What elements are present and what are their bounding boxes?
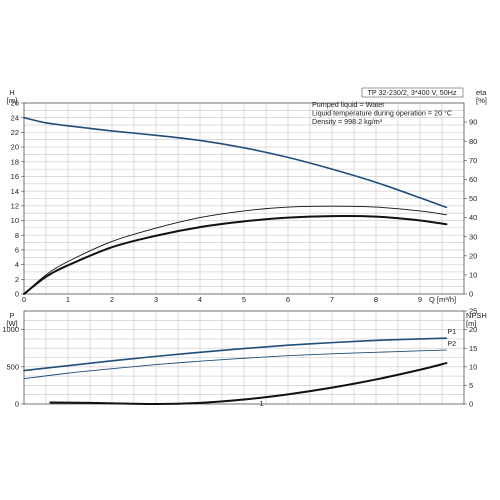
x-tick-label: 0 <box>22 295 26 304</box>
y-tick-label-right: 0 <box>469 290 473 299</box>
y-tick-label-right: 10 <box>469 362 477 371</box>
y-tick-label-right: 60 <box>469 175 477 184</box>
plot-frame <box>23 310 465 405</box>
y-tick-label-right: 10 <box>469 271 477 280</box>
x-tick-label: 9 <box>418 295 422 304</box>
y-tick-label-right: 20 <box>469 251 477 260</box>
y-tick-label-left: 0 <box>15 290 19 299</box>
y-tick-label-left: 12 <box>11 201 19 210</box>
title-box <box>361 87 464 98</box>
head-efficiency-chart: 0246810121416182022242601020304050607080… <box>7 87 487 304</box>
y-axis-label-left: P [W] <box>6 311 17 328</box>
x-tick-label: 1 <box>66 295 70 304</box>
y-tick-label-left: 22 <box>11 128 19 137</box>
series-line-3 <box>23 214 448 295</box>
y-tick-label-right: 20 <box>469 325 477 334</box>
chart-title: TP 32-230/2, 3*400 V, 50Hz <box>367 88 457 97</box>
y-axis-label-left-line: H <box>9 88 14 97</box>
series-line-2 <box>23 349 447 380</box>
x-tick-label: 6 <box>286 295 290 304</box>
power-npsh-chart: 0 500 1000 0 5 10 15 20 25 P [W] NPSH [m] P1 P2 1 <box>2 307 487 409</box>
y-tick-label-left: 18 <box>11 157 19 166</box>
y-tick-label-left: 500 <box>6 362 19 371</box>
y-axis-label-right-line: [m] <box>466 319 476 328</box>
y-tick-label-right: 0 <box>469 400 473 409</box>
y-tick-label-left: 4 <box>15 260 19 269</box>
y-tick-label-right: 40 <box>469 213 477 222</box>
y-tick-label-left: 16 <box>11 172 19 181</box>
y-tick-label-left: 6 <box>15 246 19 255</box>
y-tick-label-right: 80 <box>469 137 477 146</box>
series-label: P1 <box>447 327 456 336</box>
annotation-text: Density = 998.2 kg/m³ <box>312 117 383 126</box>
y-axis-label-right: NPSH [m] <box>466 311 487 328</box>
y-axis-label-right-line: NPSH <box>466 311 487 320</box>
y-axis-label-right-line: [%] <box>476 96 487 105</box>
x-tick-label: 4 <box>198 295 202 304</box>
y-tick-label-right: 30 <box>469 232 477 241</box>
x-axis-label: Q [m³/h] <box>429 295 456 304</box>
y-axis-label-left: H [m] <box>7 88 17 105</box>
annotation-text: Liquid temperature during operation = 20… <box>312 109 452 118</box>
y-tick-label-left: 0 <box>15 400 19 409</box>
y-tick-label-left: 10 <box>11 216 19 225</box>
x-tick-label: 5 <box>242 295 246 304</box>
x-tick-label: 3 <box>154 295 158 304</box>
y-tick-label-left: 24 <box>11 113 19 122</box>
y-tick-label-right: 15 <box>469 344 477 353</box>
series-line-1 <box>23 337 448 372</box>
y-tick-label-left: 14 <box>11 187 19 196</box>
x-tick-label: 7 <box>330 295 334 304</box>
y-tick-label-left: 2 <box>15 275 19 284</box>
y-tick-label-right: 5 <box>469 381 473 390</box>
x-tick-label: 2 <box>110 295 114 304</box>
y-tick-label-left: 20 <box>11 143 19 152</box>
y-axis-label-left-line: [W] <box>6 319 17 328</box>
y-tick-label-right: 50 <box>469 194 477 203</box>
y-tick-label-left: 1000 <box>2 325 19 334</box>
series-line-3 <box>49 362 448 406</box>
series-line-2 <box>23 205 447 295</box>
annotation-text: Pumped liquid = Water <box>312 100 385 109</box>
series-label: P2 <box>447 339 456 348</box>
curve-marker: 1 <box>260 399 264 408</box>
y-tick-label-left: 8 <box>15 231 19 240</box>
y-axis-label-left-line: P <box>9 311 14 320</box>
series-line-1 <box>23 116 448 209</box>
x-tick-label: 8 <box>374 295 378 304</box>
y-tick-label-left: 26 <box>11 99 19 108</box>
y-axis-label-right-line: eta <box>476 88 487 97</box>
y-tick-label-right: 90 <box>469 118 477 127</box>
y-tick-label-right: 25 <box>469 307 477 316</box>
y-axis-label-left-line: [m] <box>7 96 17 105</box>
y-tick-label-right: 70 <box>469 156 477 165</box>
y-axis-label-right: eta [%] <box>476 88 487 105</box>
